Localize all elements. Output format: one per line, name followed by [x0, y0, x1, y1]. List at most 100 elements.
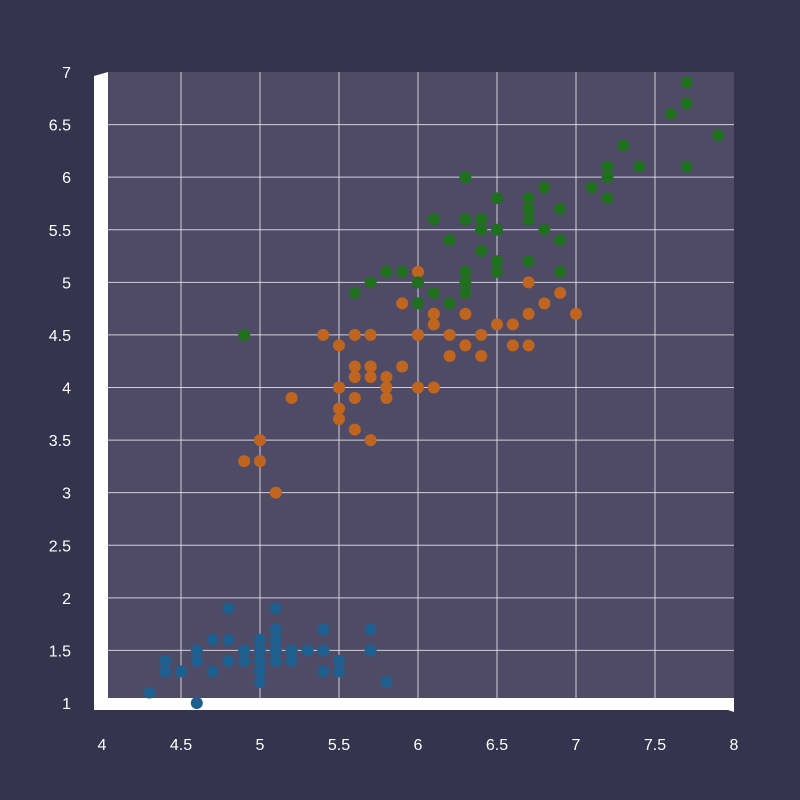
data-point	[538, 223, 551, 236]
data-point	[238, 328, 251, 341]
data-point	[554, 286, 567, 299]
data-point	[333, 413, 345, 426]
data-point	[459, 265, 472, 278]
grid-lines	[108, 72, 734, 698]
x-tick-label: 4.5	[170, 737, 192, 754]
y-tick-label: 6.5	[49, 118, 71, 135]
data-point	[427, 286, 440, 299]
y-tick-label: 2.5	[49, 538, 71, 555]
data-point	[333, 339, 345, 352]
data-point	[380, 675, 393, 688]
data-point	[269, 644, 282, 657]
data-point	[348, 328, 361, 341]
data-point	[443, 297, 456, 310]
data-point	[443, 328, 456, 341]
data-point	[412, 328, 424, 341]
data-point	[380, 381, 393, 394]
data-point	[570, 307, 582, 320]
data-point	[522, 213, 535, 226]
data-point	[254, 654, 266, 667]
data-point	[475, 213, 488, 226]
data-point	[680, 76, 693, 89]
data-point	[396, 265, 409, 278]
data-point	[238, 644, 251, 657]
data-point	[348, 392, 361, 405]
series-1	[143, 602, 393, 709]
y-tick-label: 5	[62, 275, 71, 292]
data-point	[364, 623, 377, 636]
data-point	[206, 665, 219, 678]
data-point	[238, 455, 251, 468]
data-point	[285, 644, 298, 657]
data-point	[254, 665, 266, 678]
data-point	[601, 171, 614, 184]
data-point	[190, 644, 203, 657]
data-point	[269, 623, 282, 636]
x-tick-label: 4	[98, 737, 107, 754]
data-point	[190, 654, 203, 667]
y-tick-label: 7	[62, 65, 71, 82]
data-point	[427, 307, 440, 320]
data-point	[396, 297, 409, 310]
x-tick-label: 7	[572, 737, 581, 754]
data-point	[333, 654, 345, 667]
data-point	[412, 381, 424, 394]
data-point	[317, 328, 330, 341]
data-point	[159, 654, 172, 667]
data-point	[222, 602, 235, 615]
data-point	[222, 654, 235, 667]
data-point	[491, 223, 503, 236]
data-point	[348, 286, 361, 299]
data-point	[664, 108, 677, 121]
data-point	[459, 171, 472, 184]
data-point	[491, 265, 503, 278]
data-point	[348, 370, 361, 383]
data-point	[459, 286, 472, 299]
data-point	[333, 665, 345, 678]
data-point	[412, 265, 424, 278]
x-tick-label: 5	[256, 737, 265, 754]
data-point	[317, 665, 330, 678]
data-point	[143, 686, 156, 699]
data-point	[285, 654, 298, 667]
y-tick-label: 1.5	[49, 643, 71, 660]
data-point	[538, 181, 551, 194]
y-tick-label: 2	[62, 591, 71, 608]
data-point	[633, 160, 646, 173]
data-point	[459, 339, 472, 352]
data-point	[554, 234, 567, 247]
data-point	[364, 328, 377, 341]
data-point	[475, 349, 488, 362]
data-point	[443, 234, 456, 247]
data-point	[491, 318, 503, 331]
data-point	[412, 297, 424, 310]
data-point	[680, 97, 693, 110]
data-point	[427, 381, 440, 394]
y-tick-label: 4	[62, 381, 71, 398]
data-point	[317, 644, 330, 657]
data-point	[412, 276, 424, 289]
data-point	[475, 328, 488, 341]
x-tick-label: 8	[730, 737, 739, 754]
data-point	[269, 602, 282, 615]
data-point	[680, 160, 693, 173]
data-point	[601, 192, 614, 205]
data-point	[475, 223, 488, 236]
data-point	[364, 360, 377, 373]
data-point	[238, 654, 251, 667]
x-axis-tick-labels: 4 4.5 5 5.5 6 6.5 7 7.5 8	[98, 737, 739, 754]
data-point	[459, 307, 472, 320]
data-point	[206, 633, 219, 646]
y-tick-label: 1	[62, 696, 71, 713]
data-point	[522, 202, 535, 215]
data-point	[269, 654, 282, 667]
data-point	[491, 255, 503, 268]
x-tick-label: 6.5	[486, 737, 508, 754]
data-point	[364, 370, 377, 383]
data-point	[601, 160, 614, 173]
data-point	[159, 665, 172, 678]
data-point	[254, 455, 266, 468]
data-point	[427, 213, 440, 226]
y-tick-label: 3.5	[49, 433, 71, 450]
